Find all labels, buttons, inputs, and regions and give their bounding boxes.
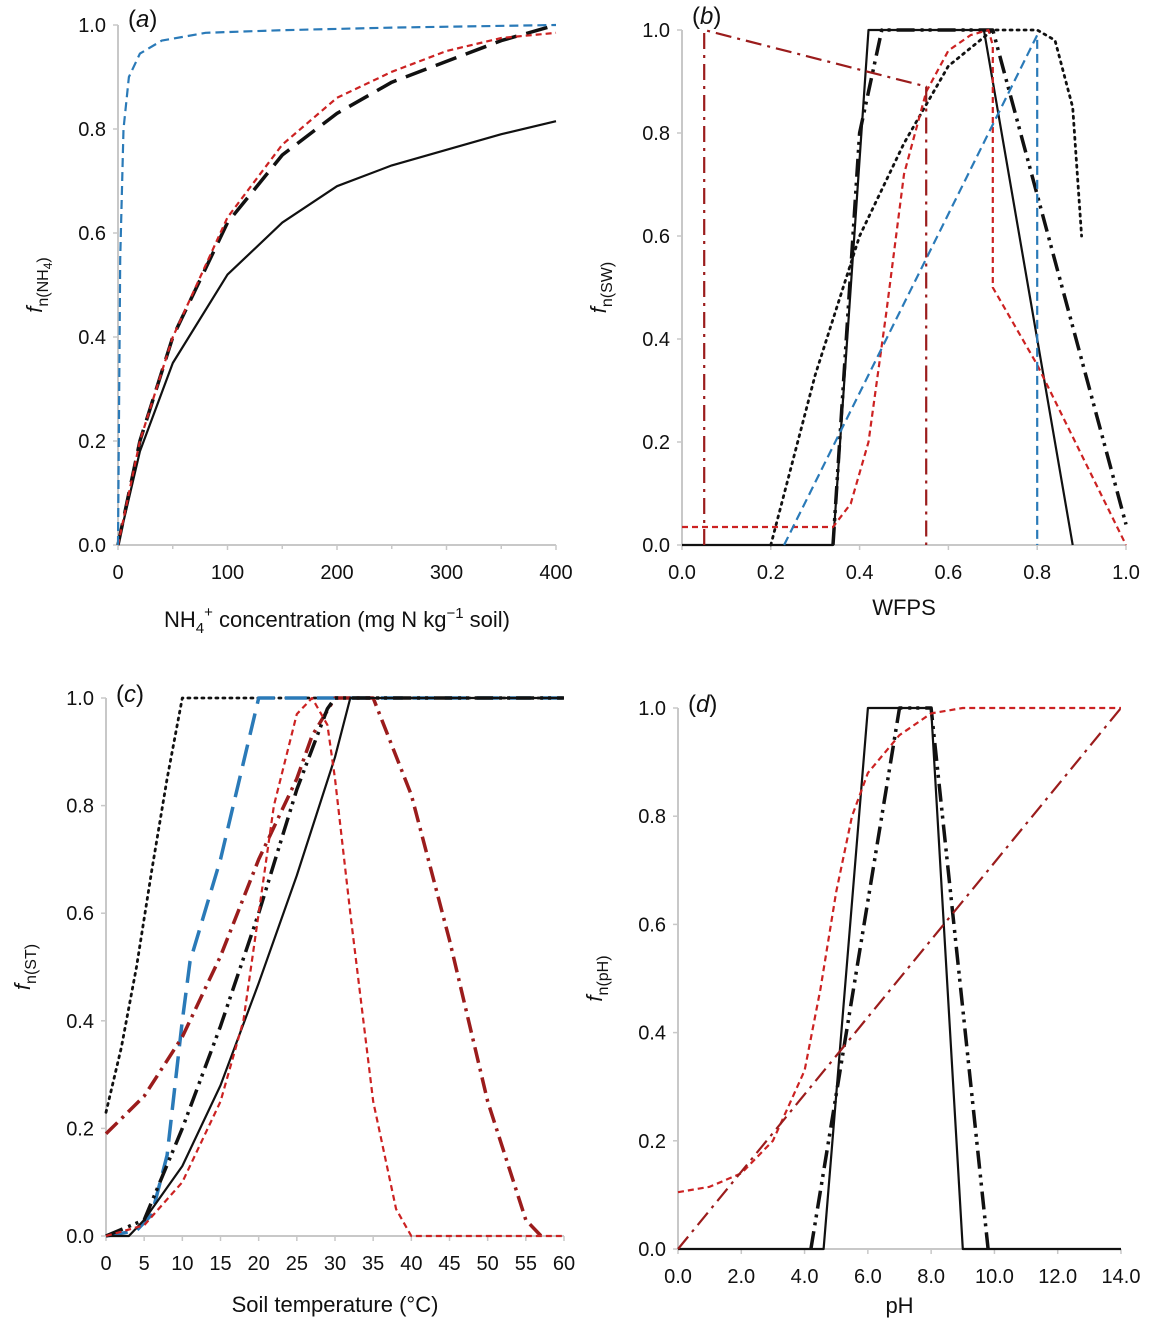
x-tick-label: 2.0: [727, 1266, 755, 1288]
y-tick-label: 0.6: [642, 226, 670, 248]
x-tick-label: 300: [430, 562, 463, 584]
x-tick-label: 12.0: [1038, 1266, 1077, 1288]
series-line-3: [769, 28, 1083, 547]
chart-panel-b: 0.0 0.2 0.4 0.6 0.8 1.0 0.0 0.2 0.4 0.6 0.8 1.0 (b) W…: [586, 3, 1140, 620]
y-tick-label: 1.0: [66, 688, 94, 710]
x-tick-label: 6.0: [854, 1266, 882, 1288]
series-line-2: [105, 696, 564, 1238]
series-line-5: [106, 696, 564, 1238]
x-tick-label: 8.0: [917, 1266, 945, 1288]
y-axis-label: fn(pH): [582, 955, 612, 1001]
series-line-1: [116, 120, 557, 546]
y-axis-label: fn(ST): [10, 944, 40, 990]
x-tick-label: 60: [553, 1253, 575, 1275]
y-tick-label: 0.2: [638, 1131, 666, 1153]
x-tick-label: 0.2: [757, 562, 785, 584]
series-line-2: [116, 23, 557, 546]
x-tick-label: 35: [362, 1253, 384, 1275]
series-line-4: [116, 23, 557, 546]
y-tick-label: 0.6: [78, 223, 106, 245]
panel-label: (b): [692, 3, 721, 30]
x-tick-label: 30: [324, 1253, 346, 1275]
x-tick-label: 4.0: [791, 1266, 819, 1288]
chart-panel-a: 0.0 0.2 0.4 0.6 0.8 1.0 0 100 200 300 400 (a) NH4+ c…: [22, 6, 573, 637]
x-tick-label: 0.0: [668, 562, 696, 584]
series-line-2: [831, 28, 1128, 546]
series-line-3: [104, 696, 543, 1238]
y-tick-label: 0.4: [642, 329, 670, 351]
panel-label: (a): [128, 6, 157, 33]
x-tick-label: 14.0: [1102, 1266, 1141, 1288]
y-axis-label: fn(SW): [586, 262, 616, 313]
x-axis-label: WFPS: [872, 595, 936, 620]
series-line-3: [677, 706, 1121, 1194]
series-line-6: [703, 28, 928, 545]
x-axis-label: pH: [885, 1293, 913, 1318]
y-tick-label: 1.0: [642, 20, 670, 42]
x-tick-label: 10: [171, 1253, 193, 1275]
x-tick-label: 55: [515, 1253, 537, 1275]
chart-panel-c: 0.0 0.2 0.4 0.6 0.8 1.0 0 5 10 15 20 25 30 35 40 45 50 55…: [10, 681, 575, 1317]
y-tick-label: 0.4: [78, 327, 106, 349]
series-line-6: [105, 696, 564, 1238]
y-tick-label: 0.8: [638, 806, 666, 828]
y-tick-label: 0.2: [66, 1118, 94, 1140]
x-tick-label: 40: [400, 1253, 422, 1275]
series-line-4: [677, 707, 1122, 1250]
series-line-4: [105, 696, 564, 1238]
x-tick-label: 10.0: [975, 1266, 1014, 1288]
x-tick-label: 20: [248, 1253, 270, 1275]
y-tick-label: 0.4: [66, 1011, 94, 1033]
y-tick-label: 0.4: [638, 1023, 666, 1045]
x-tick-label: 100: [211, 562, 244, 584]
y-tick-label: 0.2: [642, 432, 670, 454]
panel-label: (c): [116, 681, 144, 708]
y-tick-label: 0.0: [638, 1239, 666, 1261]
y-tick-label: 1.0: [638, 698, 666, 720]
x-tick-label: 0.8: [1023, 562, 1051, 584]
series-line-1: [104, 696, 566, 1114]
x-tick-label: 5: [139, 1253, 150, 1275]
x-axis-label: Soil temperature (°C): [232, 1292, 439, 1317]
chart-panel-d: 0.0 0.2 0.4 0.6 0.8 1.0 0.0 2.0 4.0 6.0 8.0 10.0 12.…: [582, 691, 1140, 1318]
y-tick-label: 0.0: [78, 535, 106, 557]
series-line-4: [682, 28, 1127, 546]
x-tick-label: 15: [209, 1253, 231, 1275]
y-tick-label: 0.8: [66, 796, 94, 818]
y-tick-label: 0.8: [78, 119, 106, 141]
y-axis-label: fn(NH4): [22, 257, 55, 312]
panel-label: (d): [688, 691, 717, 718]
x-tick-label: 0.6: [934, 562, 962, 584]
x-tick-label: 1.0: [1112, 562, 1140, 584]
x-tick-label: 400: [539, 562, 572, 584]
y-tick-label: 0.6: [66, 903, 94, 925]
y-tick-label: 0.0: [642, 535, 670, 557]
series-line-5: [783, 34, 1039, 546]
y-tick-label: 1.0: [78, 15, 106, 37]
x-tick-label: 50: [477, 1253, 499, 1275]
x-tick-label: 0.4: [846, 562, 874, 584]
y-tick-label: 0.2: [78, 431, 106, 453]
x-tick-label: 0: [100, 1253, 111, 1275]
y-tick-label: 0.0: [66, 1226, 94, 1248]
x-tick-label: 45: [438, 1253, 460, 1275]
series-line-3: [116, 31, 557, 546]
x-tick-label: 200: [320, 562, 353, 584]
y-tick-label: 0.8: [642, 123, 670, 145]
x-axis-label: NH4+ concentration (mg N kg−1 soil): [164, 604, 510, 637]
y-tick-label: 0.6: [638, 914, 666, 936]
series-line-1: [682, 28, 1074, 547]
x-tick-label: 0: [112, 562, 123, 584]
x-tick-label: 0.0: [664, 1266, 692, 1288]
x-tick-label: 25: [286, 1253, 308, 1275]
